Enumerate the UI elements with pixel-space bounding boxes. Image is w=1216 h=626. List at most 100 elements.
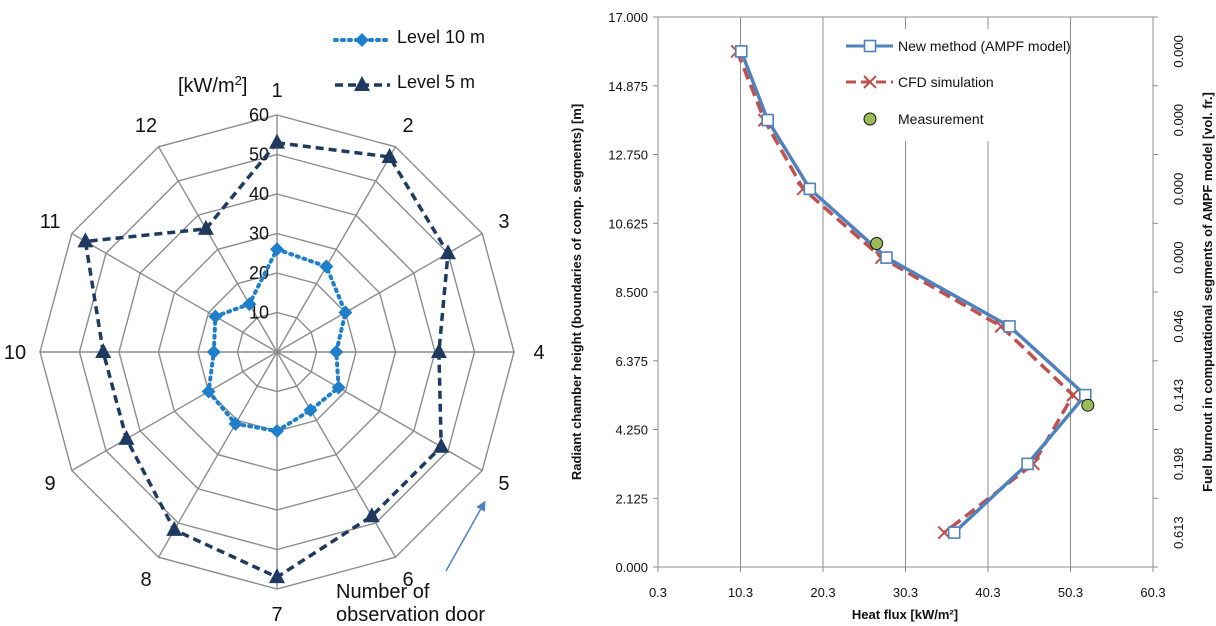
x-tick-label-5: 50.3 (1058, 585, 1083, 600)
radar-category-6: 6 (402, 569, 413, 591)
radar-point-level10-1 (270, 242, 284, 257)
measurement-point-0 (870, 237, 884, 250)
radar-category-3: 3 (498, 211, 509, 233)
new-method-point-7 (947, 526, 961, 539)
y-tick-label-6: 12.750 (608, 148, 648, 163)
radar-point-level10-10 (206, 345, 221, 359)
legend-level5-triangle-icon (354, 76, 370, 91)
x-tick-label-0: 0.3 (649, 585, 667, 600)
radar-spoke-9 (71, 351, 278, 472)
radar-category-11: 11 (40, 211, 61, 233)
y-tick-label-2: 4.250 (615, 423, 648, 438)
y-tick-label-4: 8.500 (615, 285, 648, 300)
y2-tick-label-7: 0.000 (1171, 35, 1186, 68)
radar-r-tick-10: 10 (249, 303, 269, 323)
series-cfd-line (735, 50, 1076, 534)
x-axis-label: Heat flux [kW/m²] (852, 607, 958, 622)
radar-point-level10-12 (242, 297, 257, 312)
y-tick-label-8: 17.000 (608, 10, 648, 25)
radar-point-level5-1 (269, 133, 285, 149)
legend-level10-label: Level 10 m (397, 27, 485, 47)
legend-cfd: CFD simulation (846, 74, 994, 90)
y2-tick-label-5: 0.000 (1171, 173, 1186, 206)
radar-spokes (40, 115, 514, 589)
annotation-line-2: observation door (336, 604, 485, 626)
radar-spoke-6 (276, 351, 397, 558)
series-new-method-line (739, 50, 1088, 534)
line-legend: New method (AMPF model) CFD simulation M… (842, 29, 1071, 141)
radar-point-level10-4 (329, 345, 344, 359)
new-method-point-6 (1021, 457, 1034, 471)
radar-category-9: 9 (45, 473, 56, 495)
radar-r-tick-60: 60 (249, 105, 269, 125)
legend-measurement-circle-icon (863, 112, 877, 126)
x-tick-labels: 0.3 10.3 20.3 30.3 40.3 50.3 60.3 (649, 567, 1166, 600)
radar-point-level10-8 (228, 416, 243, 431)
new-method-point-1 (761, 113, 775, 127)
radar-point-level5-10 (95, 343, 112, 358)
y2-tick-label-4: 0.000 (1171, 241, 1186, 274)
legend-cfd-label: CFD simulation (898, 74, 994, 90)
legend-new-method-square-icon (863, 39, 877, 53)
radar-category-4: 4 (533, 342, 544, 364)
annotation-line-1: Number of (336, 581, 430, 603)
annotation-arrow-icon (445, 500, 486, 572)
line-chart: 0.3 10.3 20.3 30.3 40.3 50.3 60.3 0.000 2.125 4.… (569, 10, 1215, 622)
radar-point-level10-7 (270, 424, 284, 438)
radar-point-level5-12 (197, 219, 214, 235)
y-tick-labels: 0.000 2.125 4.250 6.375 8.500 10.625 12.750 14.… (608, 10, 658, 575)
radar-point-level5-8 (166, 520, 183, 536)
cfd-point-5 (1066, 388, 1080, 402)
y-tick-label-1: 2.125 (615, 491, 648, 506)
y-tick-label-3: 6.375 (615, 354, 648, 369)
radar-point-level10-5 (331, 380, 346, 395)
x-tick-label-2: 20.3 (810, 585, 835, 600)
radar-legend: Level 10 m Level 5 m (333, 27, 485, 92)
radar-category-10: 10 (4, 342, 26, 364)
legend-level10: Level 10 m (333, 27, 485, 47)
x-tick-label-4: 40.3 (975, 585, 1000, 600)
y-tick-label-0: 0.000 (615, 560, 648, 575)
radar-spoke-8 (157, 351, 278, 558)
measurement-point-1 (1081, 398, 1095, 412)
radar-r-tick-30: 30 (249, 224, 269, 244)
y-tick-label-7: 14.875 (608, 79, 648, 94)
radar-point-level10-9 (201, 384, 216, 399)
x-tick-label-1: 10.3 (728, 585, 753, 600)
new-method-point-2 (803, 182, 817, 196)
radar-point-level5-6 (363, 507, 380, 523)
radar-r-tick-50: 50 (249, 145, 269, 165)
y2-tick-label-0: 0.613 (1171, 516, 1186, 549)
radar-category-5: 5 (498, 473, 509, 495)
radar-point-level5-3 (440, 244, 457, 260)
legend-measurement: Measurement (863, 111, 984, 127)
radar-point-level5-11 (77, 232, 94, 248)
legend-level10-diamond-icon (355, 33, 369, 47)
line-series (730, 44, 1095, 540)
legend-level5: Level 5 m (335, 72, 475, 92)
y2-axis-label: Fuel burnout in computational segments o… (1200, 92, 1215, 492)
radar-series (77, 133, 457, 584)
legend-new-method-label: New method (AMPF model) (898, 38, 1071, 54)
radar-r-tick-40: 40 (249, 184, 269, 204)
radar-spoke-2 (276, 146, 397, 353)
x-tick-label-6: 60.3 (1140, 585, 1165, 600)
radar-point-level10-11 (208, 309, 223, 324)
radar-unit-label: [kW/m2] (178, 73, 247, 98)
radar-category-1: 1 (271, 80, 282, 102)
radar-point-level5-4 (430, 343, 447, 358)
radar-category-7: 7 (271, 604, 282, 626)
radar-category-2: 2 (402, 115, 413, 137)
y-tick-label-5: 10.625 (608, 216, 648, 231)
x-tick-label-3: 30.3 (893, 585, 918, 600)
radar-point-level10-6 (303, 403, 318, 418)
radar-point-level10-2 (319, 259, 334, 274)
radar-category-12: 12 (135, 115, 157, 137)
radar-point-level10-3 (338, 305, 353, 320)
y2-tick-label-1: 0.198 (1171, 448, 1186, 481)
radar-spoke-12 (157, 146, 278, 353)
legend-cfd-x-icon (863, 75, 877, 89)
radar-point-level5-2 (381, 148, 398, 164)
